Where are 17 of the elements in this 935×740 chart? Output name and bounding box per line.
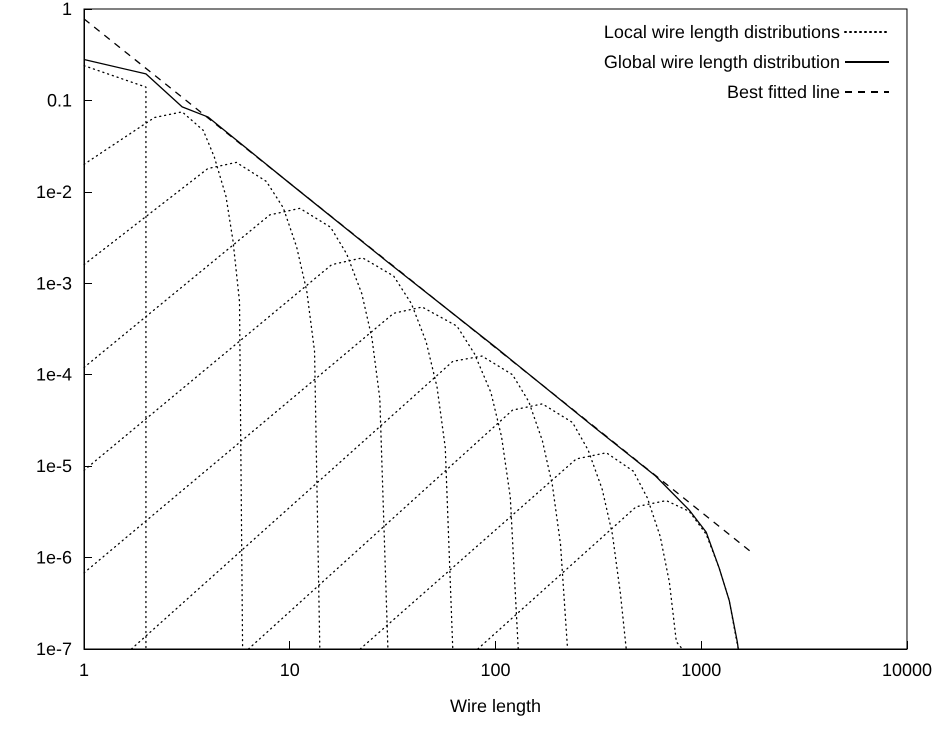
x-tick-label: 100 (480, 660, 511, 680)
x-tick-label: 10000 (882, 660, 932, 680)
x-tick-label: 10 (280, 660, 300, 680)
x-tick-label: 1000 (681, 660, 722, 680)
x-axis-title: Wire length (450, 696, 542, 716)
y-tick-label: 1e-5 (36, 456, 72, 476)
legend-label: Global wire length distribution (604, 52, 840, 72)
y-tick-label: 1e-7 (36, 639, 72, 659)
y-tick-label: 1e-2 (36, 182, 72, 202)
y-tick-label: 1e-3 (36, 273, 72, 294)
legend-label: Local wire length distributions (604, 22, 840, 42)
y-tick-label: 1e-6 (36, 548, 72, 568)
x-tick-label: 1 (78, 660, 90, 680)
y-tick-label: 1 (62, 0, 72, 19)
y-tick-label: 0.1 (46, 90, 72, 110)
legend-label: Best fitted line (726, 82, 840, 102)
y-tick-label: 1e-4 (36, 364, 72, 385)
